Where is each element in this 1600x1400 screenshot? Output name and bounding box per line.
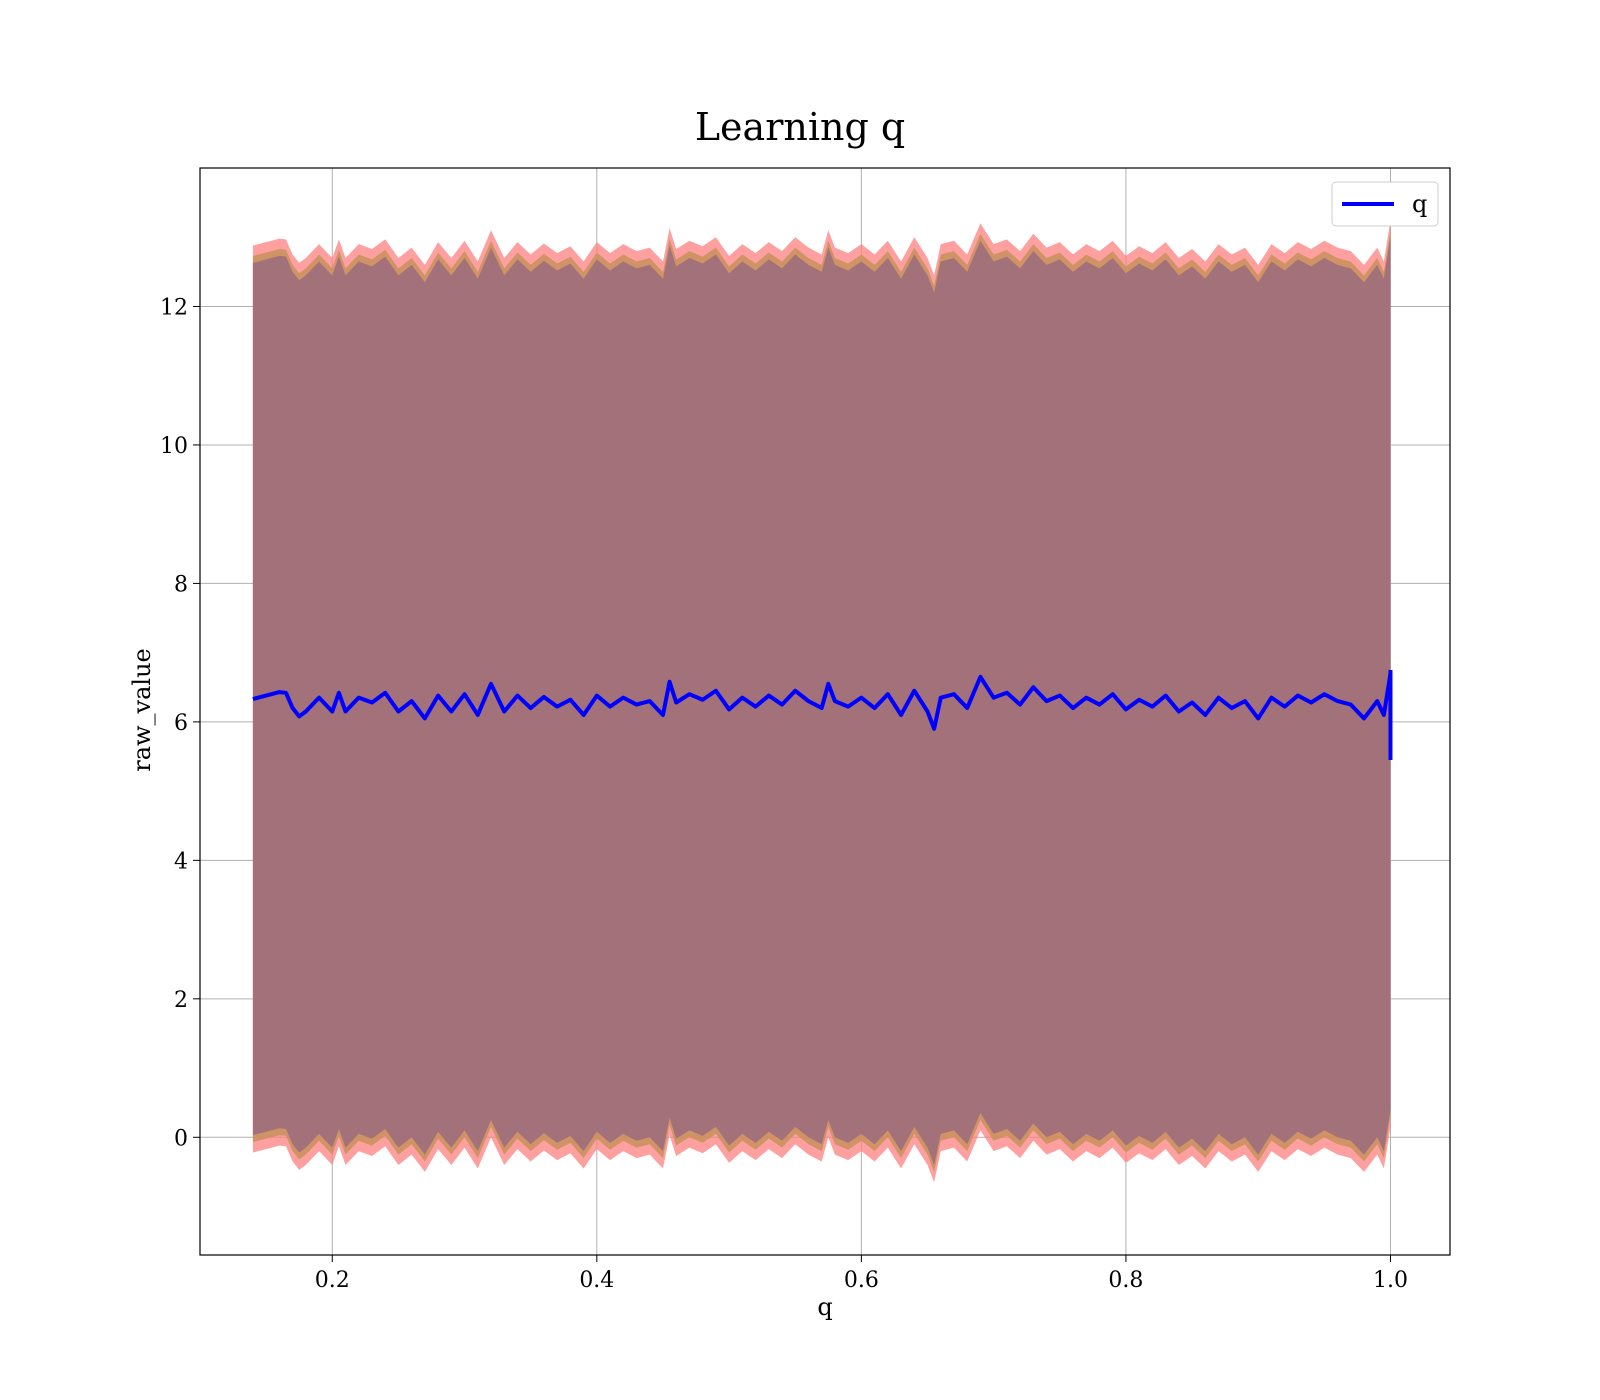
- plot-frame: [199, 167, 1451, 1256]
- chart-title: Learning q: [695, 105, 905, 149]
- x-axis-label: q: [817, 1293, 832, 1321]
- x-tick-label: 0.8: [1108, 1268, 1143, 1293]
- series-line-q: [252, 673, 1393, 731]
- y-tick-label: 6: [174, 711, 188, 736]
- y-tick-label: 4: [174, 849, 188, 874]
- y-axis-label: raw_value: [128, 648, 156, 772]
- x-axis: 0.2 0.4 0.6 0.8 1.0: [315, 1255, 1408, 1293]
- y-tick-label: 8: [174, 572, 188, 597]
- y-tick-label: 2: [174, 988, 188, 1013]
- legend-label-q: q: [1412, 190, 1427, 218]
- legend: q: [1331, 181, 1439, 227]
- x-tick-label: 0.4: [579, 1268, 614, 1293]
- x-tick-label: 0.6: [844, 1268, 879, 1293]
- y-tick-label: 12: [160, 295, 188, 320]
- x-tick-label: 0.2: [315, 1268, 350, 1293]
- y-tick-label: 0: [174, 1126, 188, 1151]
- series-lines: [252, 669, 1393, 760]
- x-tick-label: 1.0: [1373, 1268, 1408, 1293]
- y-axis: 0 2 4 6 8 10 12: [160, 295, 200, 1151]
- y-tick-label: 10: [160, 434, 188, 459]
